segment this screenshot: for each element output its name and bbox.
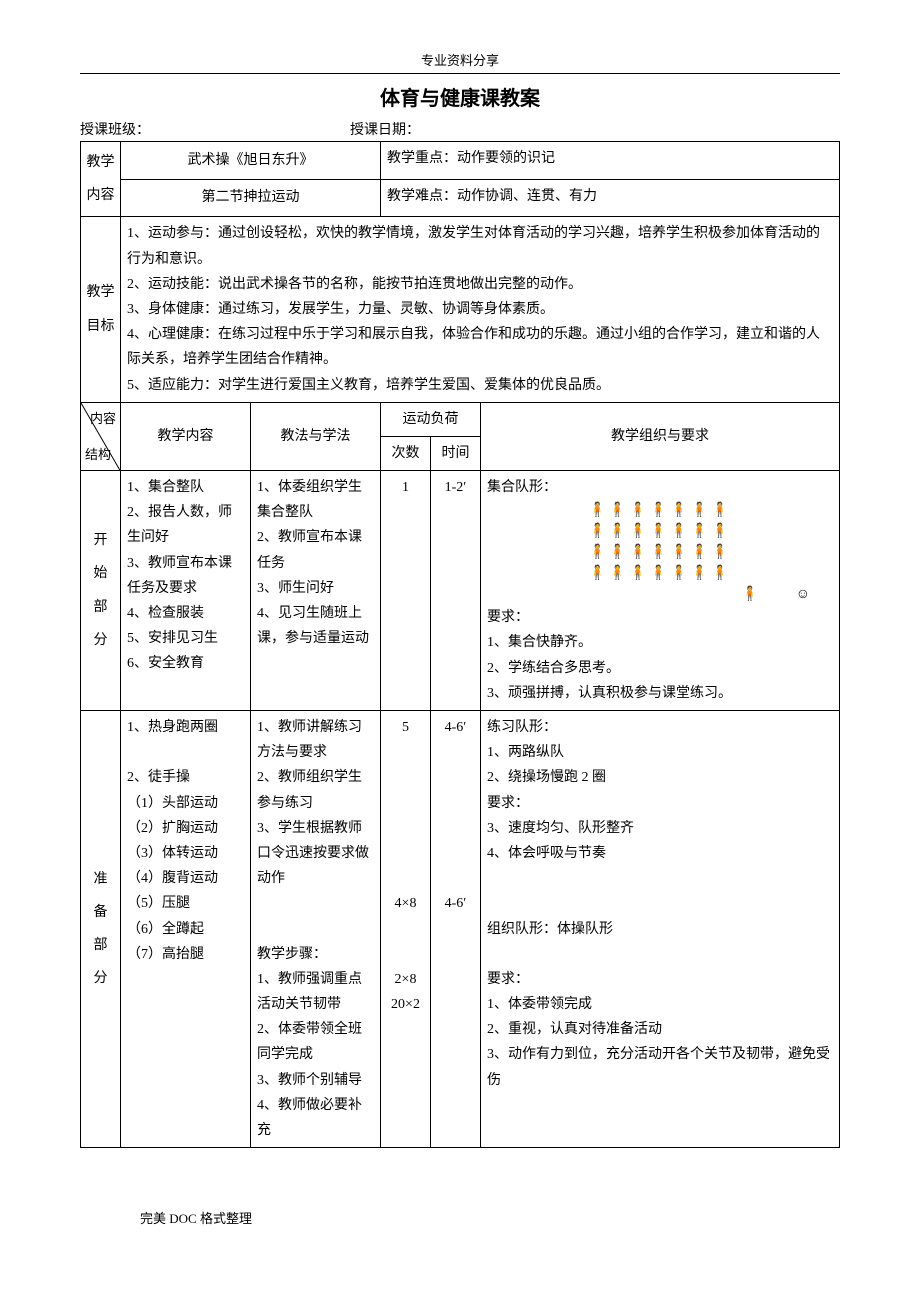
section2-count: 5 4×8 2×8 20×2 [381,711,431,1148]
hdr-load: 运动负荷 [381,402,481,436]
section1-time: 1-2′ [431,471,481,711]
cell-difficulty: 教学难点：动作协调、连贯、有力 [381,179,840,217]
meta-row: 授课班级： 授课日期： [80,119,840,139]
cell-goals-text: 1、运动参与：通过创设轻松，欢快的教学情境，激发学生对体育活动的学习兴趣，培养学… [121,217,840,402]
formation-diagram: 🧍🧍🧍🧍🧍🧍🧍 🧍🧍🧍🧍🧍🧍🧍 🧍🧍🧍🧍🧍🧍🧍 🧍🧍🧍🧍🧍🧍🧍 🧍 ☺ [487,500,833,605]
section2-time: 4-6′ 4-6′ [431,711,481,1148]
date-label: 授课日期： [350,119,420,139]
cell-goals-label: 教学 目标 [81,217,121,402]
section2-label: 准备部分 [81,711,121,1148]
cell-focus: 教学重点：动作要领的识记 [381,142,840,180]
hdr-content: 教学内容 [121,402,251,470]
diagonal-header: 内容 结构 [81,402,121,470]
class-label: 授课班级： [80,119,350,139]
cell-teaching-content-label: 教学 内容 [81,142,121,217]
cell-section2: 第二节抻拉运动 [121,179,381,217]
cell-wushu: 武术操《旭日东升》 [121,142,381,180]
section1-label: 开始部分 [81,471,121,711]
hdr-time: 时间 [431,436,481,470]
hdr-count: 次数 [381,436,431,470]
hdr-org: 教学组织与要求 [481,402,840,470]
section2-content: 1、热身跑两圈 2、徒手操 （1）头部运动 （2）扩胸运动 （3）体转运动 （4… [121,711,251,1148]
hdr-method: 教法与学法 [251,402,381,470]
section1-method: 1、体委组织学生集合整队 2、教师宣布本课任务 3、师生问好 4、见习生随班上课… [251,471,381,711]
section1-count: 1 [381,471,431,711]
section2-method: 1、教师讲解练习方法与要求 2、教师组织学生参与练习 3、学生根据教师口令迅速按… [251,711,381,1148]
section2-org: 练习队形： 1、两路纵队 2、绕操场慢跑 2 圈 要求： 3、速度均匀、队形整齐… [481,711,840,1148]
page-header: 专业资料分享 [80,50,840,74]
section1-org: 集合队形： 🧍🧍🧍🧍🧍🧍🧍 🧍🧍🧍🧍🧍🧍🧍 🧍🧍🧍🧍🧍🧍🧍 🧍🧍🧍🧍🧍🧍🧍 🧍 … [481,471,840,711]
page-title: 体育与健康课教案 [80,82,840,111]
lesson-table: 教学 内容 武术操《旭日东升》 教学重点：动作要领的识记 第二节抻拉运动 教学难… [80,141,840,1148]
section1-content: 1、集合整队 2、报告人数，师生问好 3、教师宣布本课任务及要求 4、检查服装 … [121,471,251,711]
page-footer: 完美 DOC 格式整理 [80,1208,840,1227]
